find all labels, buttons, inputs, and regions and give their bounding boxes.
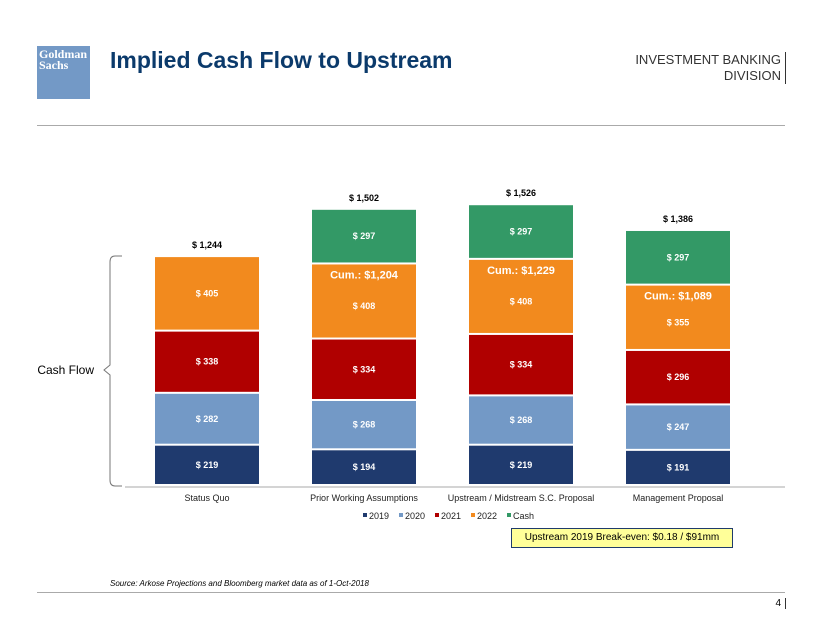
category-label: Prior Working Assumptions [310, 493, 418, 503]
data-label: $ 408 [353, 301, 376, 311]
goldman-sachs-logo: Goldman Sachs [37, 46, 90, 99]
legend-swatch [399, 513, 403, 517]
category-label: Status Quo [184, 493, 229, 503]
source-note: Source: Arkose Projections and Bloomberg… [110, 579, 369, 588]
bar-2020 [469, 396, 573, 444]
legend-label: 2021 [441, 511, 461, 521]
footer-divider [37, 592, 785, 593]
page-title: Implied Cash Flow to Upstream [110, 47, 453, 73]
category-label: Upstream / Midstream S.C. Proposal [448, 493, 595, 503]
page-number: 4 [775, 598, 786, 609]
legend-swatch [435, 513, 439, 517]
bar-2021 [469, 334, 573, 395]
total-label: $ 1,386 [663, 214, 693, 224]
cash-flow-bracket [103, 255, 122, 487]
breakeven-callout: Upstream 2019 Break-even: $0.18 / $91mm [511, 528, 733, 548]
header-divider [37, 125, 785, 126]
bar-2022 [469, 259, 573, 333]
cumulative-label: Cum.: $1,089 [644, 291, 712, 303]
data-label: $ 297 [667, 252, 690, 262]
bar-cash [469, 205, 573, 258]
division-line-2: DIVISION [723, 68, 781, 83]
data-label: $ 334 [353, 364, 376, 374]
data-label: $ 296 [667, 372, 690, 382]
bar-2019 [469, 445, 573, 484]
division-line-1: INVESTMENT BANKING [635, 52, 781, 67]
data-label: $ 194 [353, 462, 376, 472]
cumulative-label: Cum.: $1,204 [330, 269, 399, 281]
data-label: $ 297 [353, 231, 376, 241]
bar-cash [312, 209, 416, 263]
legend-label: Cash [513, 511, 534, 521]
bar-2019 [312, 450, 416, 484]
data-label: $ 338 [196, 357, 219, 367]
cumulative-label: Cum.: $1,229 [487, 265, 555, 277]
bar-2021 [155, 331, 259, 392]
data-label: $ 219 [510, 460, 533, 470]
bar-2022 [312, 264, 416, 338]
data-label: $ 334 [510, 360, 533, 370]
bar-2020 [155, 393, 259, 444]
data-label: $ 247 [667, 422, 690, 432]
total-label: $ 1,502 [349, 193, 379, 203]
category-label: Management Proposal [633, 493, 724, 503]
bar-cash [626, 230, 730, 284]
legend-label: 2022 [477, 511, 497, 521]
bar-2021 [312, 339, 416, 399]
data-label: $ 297 [510, 227, 533, 237]
bar-2022 [626, 285, 730, 349]
bar-2021 [626, 350, 730, 404]
data-label: $ 408 [510, 296, 533, 306]
total-label: $ 1,526 [506, 188, 536, 198]
total-label: $ 1,244 [192, 240, 222, 250]
legend-swatch [471, 513, 475, 517]
bar-2019 [626, 450, 730, 484]
division-label: INVESTMENT BANKING DIVISION [635, 52, 786, 84]
data-label: $ 282 [196, 414, 219, 424]
data-label: $ 268 [510, 415, 533, 425]
data-label: $ 191 [667, 462, 690, 472]
data-label: $ 355 [667, 317, 690, 327]
legend-swatch [363, 513, 367, 517]
data-label: $ 268 [353, 420, 376, 430]
legend-label: 2020 [405, 511, 425, 521]
bar-2020 [312, 400, 416, 449]
bracket-label: Cash Flow [37, 363, 94, 377]
bar-2019 [155, 445, 259, 484]
bar-2022 [155, 257, 259, 330]
legend-label: 2019 [369, 511, 389, 521]
data-label: $ 219 [196, 460, 219, 470]
bar-2020 [626, 405, 730, 449]
data-label: $ 405 [196, 288, 219, 298]
legend-swatch [507, 513, 511, 517]
